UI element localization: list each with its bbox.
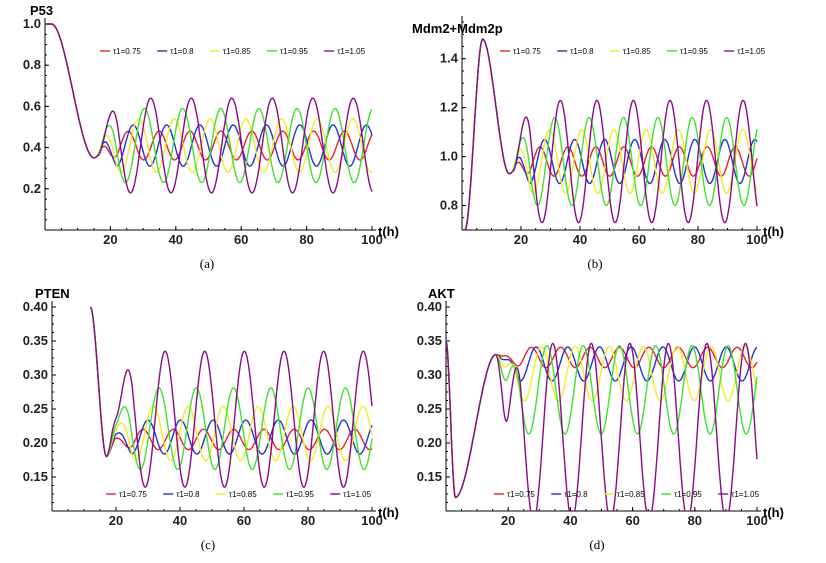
legend-label: τ1=0.75 bbox=[513, 47, 541, 56]
legend-label: τ1=1.05 bbox=[737, 47, 765, 56]
series-group bbox=[45, 23, 373, 194]
x-tick-label: 40 bbox=[173, 513, 187, 528]
y-tick-label: 1.0 bbox=[23, 16, 41, 31]
x-tick-label: 20 bbox=[514, 232, 528, 247]
y-tick-label: 0.8 bbox=[440, 198, 458, 213]
x-axis-title: t(h) bbox=[378, 505, 399, 520]
series-group bbox=[89, 306, 373, 488]
panel-caption: (a) bbox=[200, 256, 214, 271]
series-line-4 bbox=[89, 306, 373, 471]
series-group bbox=[446, 340, 758, 511]
y-tick-label: 1.0 bbox=[440, 149, 458, 164]
x-tick-label: 100 bbox=[361, 513, 383, 528]
legend: τ1=0.75 τ1=0.8 τ1=0.85 τ1=0.95 τ1=1.05 bbox=[100, 47, 366, 56]
legend-label: τ1=1.05 bbox=[337, 47, 365, 56]
y-tick-label: 0.35 bbox=[23, 333, 48, 348]
x-tick-label: 60 bbox=[237, 513, 251, 528]
x-tick-label: 60 bbox=[625, 513, 639, 528]
series-group bbox=[462, 38, 758, 230]
legend-label: τ1=0.85 bbox=[617, 490, 645, 499]
panel-c: 0.40 0.35 0.30 0.25 0.20 0.15 20 40 60 80 100 PTEN t… bbox=[23, 286, 399, 552]
series-line-1 bbox=[446, 340, 758, 499]
legend-label: τ1=0.95 bbox=[674, 490, 702, 499]
series-line-5 bbox=[45, 23, 373, 194]
series-line-5 bbox=[89, 306, 373, 488]
panel-caption: (b) bbox=[587, 256, 602, 271]
legend: τ1=0.75 τ1=0.8 τ1=0.85 τ1=0.95 τ1=1.05 bbox=[494, 490, 760, 499]
legend-label: τ1=0.95 bbox=[280, 47, 308, 56]
legend-label: τ1=0.8 bbox=[564, 490, 588, 499]
legend-label: τ1=0.8 bbox=[570, 47, 594, 56]
legend-label: τ1=0.85 bbox=[623, 47, 651, 56]
x-tick-label: 60 bbox=[632, 232, 646, 247]
y-axis-title: Mdm2+Mdm2p bbox=[412, 21, 503, 36]
legend-label: τ1=0.8 bbox=[170, 47, 194, 56]
legend: τ1=0.75 τ1=0.8 τ1=0.85 τ1=0.95 τ1=1.05 bbox=[106, 490, 372, 499]
y-tick-label: 0.40 bbox=[23, 299, 48, 314]
y-tick-label: 0.40 bbox=[417, 299, 442, 314]
y-tick-label: 0.25 bbox=[417, 401, 442, 416]
y-tick-label: 0.2 bbox=[23, 181, 41, 196]
panel-caption: (c) bbox=[201, 537, 215, 552]
x-tick-label: 100 bbox=[746, 232, 768, 247]
y-tick-label: 0.4 bbox=[23, 140, 42, 155]
legend-label: τ1=1.05 bbox=[343, 490, 371, 499]
series-line-4 bbox=[45, 23, 373, 184]
series-line-1 bbox=[45, 23, 373, 161]
legend-label: τ1=0.75 bbox=[113, 47, 141, 56]
legend-label: τ1=0.95 bbox=[286, 490, 314, 499]
y-axis-title: AKT bbox=[428, 286, 455, 301]
panel-a: 1.0 0.8 0.6 0.4 0.2 20 40 60 80 100 P53 t(h) τ1=0.75… bbox=[23, 3, 399, 271]
x-tick-label: 100 bbox=[746, 513, 768, 528]
x-tick-label: 20 bbox=[501, 513, 515, 528]
y-tick-label: 0.15 bbox=[23, 469, 48, 484]
x-axis-title: t(h) bbox=[763, 224, 784, 239]
x-tick-label: 80 bbox=[299, 232, 313, 247]
y-tick-label: 0.6 bbox=[23, 98, 41, 113]
legend-label: τ1=0.95 bbox=[680, 47, 708, 56]
y-tick-label: 0.25 bbox=[23, 401, 48, 416]
y-tick-label: 0.15 bbox=[417, 469, 442, 484]
legend-label: τ1=0.75 bbox=[119, 490, 147, 499]
y-tick-label: 0.20 bbox=[417, 435, 442, 450]
x-tick-label: 80 bbox=[301, 513, 315, 528]
y-tick-label: 1.4 bbox=[440, 51, 459, 66]
x-tick-label: 40 bbox=[563, 513, 577, 528]
panel-b: 1.4 1.2 1.0 0.8 20 40 60 80 100 Mdm2+Mdm2p t(h) τ1=… bbox=[412, 16, 784, 271]
x-tick-label: 40 bbox=[169, 232, 183, 247]
panel-caption: (d) bbox=[589, 537, 604, 552]
x-axis-title: t(h) bbox=[763, 505, 784, 520]
y-tick-label: 0.20 bbox=[23, 435, 48, 450]
x-axis-title: t(h) bbox=[378, 224, 399, 239]
y-tick-label: 0.30 bbox=[417, 367, 442, 382]
legend-label: τ1=1.05 bbox=[731, 490, 759, 499]
series-line-5 bbox=[446, 340, 758, 511]
y-axis-title: P53 bbox=[30, 3, 53, 18]
panel-d: 0.40 0.35 0.30 0.25 0.20 0.15 20 40 60 80 100 AKT t(… bbox=[417, 286, 784, 552]
y-tick-label: 1.2 bbox=[440, 100, 458, 115]
series-line-3 bbox=[89, 306, 373, 462]
legend-label: τ1=0.85 bbox=[229, 490, 257, 499]
x-tick-label: 40 bbox=[573, 232, 587, 247]
y-tick-label: 0.35 bbox=[417, 333, 442, 348]
legend-label: τ1=0.85 bbox=[223, 47, 251, 56]
y-tick-label: 0.30 bbox=[23, 367, 48, 382]
x-tick-label: 60 bbox=[234, 232, 248, 247]
x-tick-label: 80 bbox=[691, 232, 705, 247]
legend-label: τ1=0.8 bbox=[176, 490, 200, 499]
x-tick-label: 100 bbox=[361, 232, 383, 247]
x-tick-label: 20 bbox=[109, 513, 123, 528]
x-tick-label: 80 bbox=[688, 513, 702, 528]
y-tick-label: 0.8 bbox=[23, 57, 41, 72]
x-tick-label: 20 bbox=[103, 232, 117, 247]
series-line-5 bbox=[462, 38, 758, 230]
y-axis-title: PTEN bbox=[35, 286, 70, 301]
legend-label: τ1=0.75 bbox=[507, 490, 535, 499]
legend: τ1=0.75 τ1=0.8 τ1=0.85 τ1=0.95 τ1=1.05 bbox=[500, 47, 766, 56]
